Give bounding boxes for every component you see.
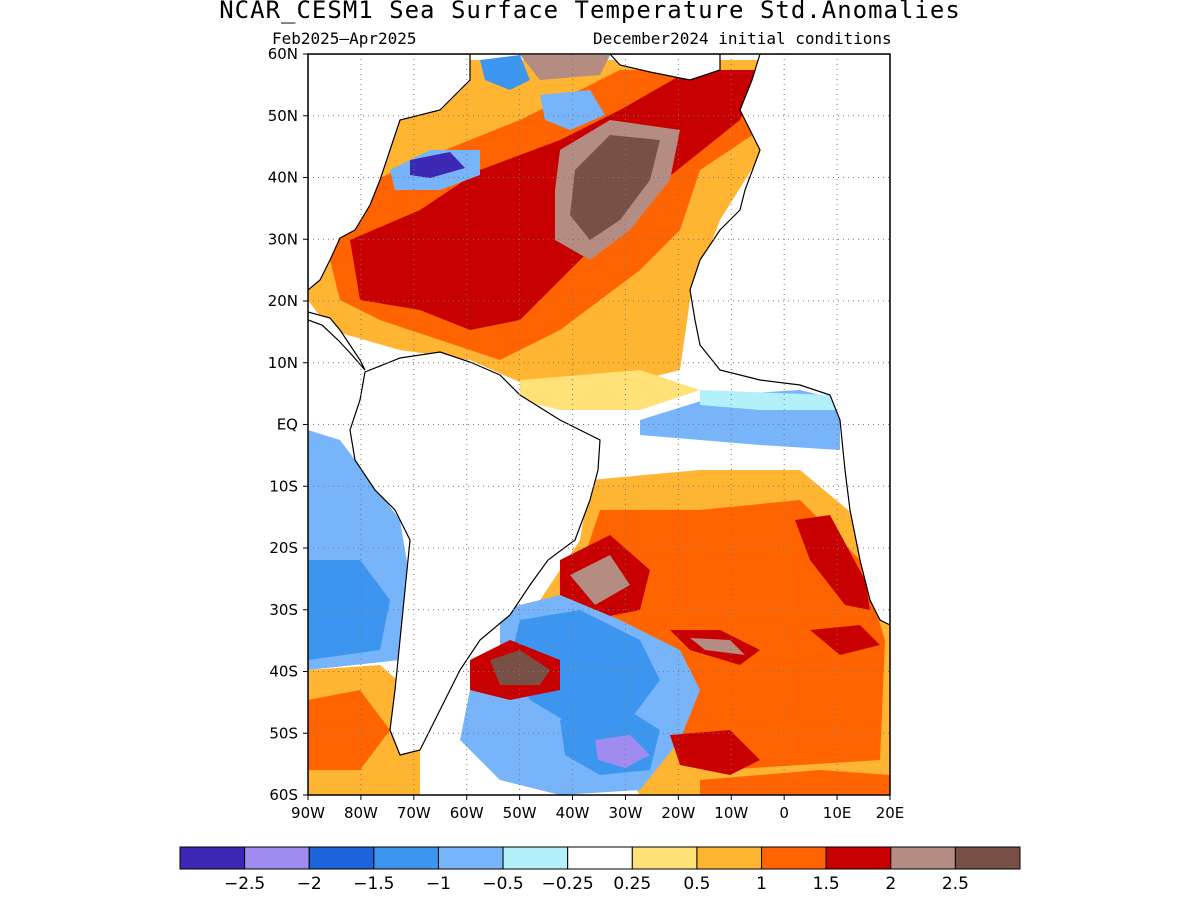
south-america-land bbox=[349, 351, 601, 756]
colorbar-swatch bbox=[696, 846, 763, 870]
lon-tick-label: 50W bbox=[503, 804, 537, 822]
colorbar-label: −2 bbox=[297, 874, 322, 894]
anomaly-region-southern-warm bbox=[670, 730, 760, 775]
colorbar-swatch bbox=[825, 846, 892, 870]
colorbar-swatch bbox=[373, 846, 439, 870]
anomaly-region-malvinas-extreme bbox=[490, 650, 550, 685]
lat-tick-label: EQ bbox=[277, 416, 298, 434]
anomaly-region-s-atlantic-band-core bbox=[690, 638, 745, 655]
central-america-land bbox=[308, 311, 366, 371]
lon-tick-label: 20W bbox=[661, 804, 695, 822]
lon-tick-label: 70W bbox=[397, 804, 431, 822]
lon-tick-label: 80W bbox=[344, 804, 378, 822]
lat-tick-label: 20N bbox=[268, 292, 298, 310]
colorbar-label: −2.5 bbox=[224, 874, 265, 894]
lat-tick-label: 60N bbox=[268, 45, 298, 63]
land-masses bbox=[308, 54, 890, 756]
europe-africa-land bbox=[689, 54, 890, 626]
anomaly-region-s-ocean-warm bbox=[810, 625, 880, 655]
anomaly-region-gulf-guinea bbox=[700, 390, 840, 410]
anomaly-region-drake-cold-core bbox=[595, 735, 650, 768]
anomaly-region-nw-cold-core bbox=[410, 152, 465, 178]
colorbar-label: −0.5 bbox=[482, 874, 523, 894]
lat-tick-label: 10S bbox=[269, 477, 298, 495]
lat-tick-label: 30N bbox=[268, 230, 298, 248]
lon-tick-label: 10E bbox=[823, 804, 852, 822]
lon-tick-label: 90W bbox=[291, 804, 325, 822]
greenland-land bbox=[609, 54, 721, 81]
latitude-axis: 60N 50N 40N 30N 20N 10N EQ 10S 20S 30S 40S 50S 60S bbox=[268, 45, 308, 804]
lat-tick-label: 60S bbox=[269, 786, 298, 804]
colorbar-label: 0.5 bbox=[683, 874, 710, 894]
anomaly-region-s-atlantic-extreme bbox=[570, 555, 630, 605]
colorbar-swatch bbox=[761, 846, 827, 870]
colorbar-swatch bbox=[890, 846, 956, 870]
map-title: NCAR_CESM1 Sea Surface Temperature Std.A… bbox=[219, 0, 961, 24]
colorbar-swatch bbox=[308, 846, 375, 870]
colorbar-swatch bbox=[244, 846, 310, 870]
colorbar-label: 0.25 bbox=[613, 874, 651, 894]
north-america-land bbox=[308, 54, 471, 291]
anomaly-region-southern-band bbox=[700, 770, 890, 795]
colorbar-label: −0.25 bbox=[542, 874, 594, 894]
lat-tick-label: 40N bbox=[268, 169, 298, 187]
anomaly-region-nordic-warm bbox=[520, 55, 610, 80]
map-grid bbox=[308, 54, 890, 795]
anomaly-region-se-pacific-warm-core bbox=[308, 690, 390, 770]
colorbar-label: −1 bbox=[426, 874, 451, 894]
colorbar-swatch bbox=[502, 846, 569, 870]
lat-tick-label: 50S bbox=[269, 724, 298, 742]
colorbar-swatch bbox=[567, 846, 633, 870]
lon-tick-label: 40W bbox=[556, 804, 590, 822]
colorbar-swatch bbox=[179, 846, 246, 870]
lat-tick-label: 50N bbox=[268, 107, 298, 125]
forecast-period: Feb2025–Apr2025 bbox=[272, 29, 417, 48]
colorbar: −2.5 −2 −1.5 −1 −0.5 −0.25 0.25 0.5 1 1.5 2 2.5 bbox=[179, 846, 1021, 894]
lat-tick-label: 30S bbox=[269, 601, 298, 619]
lon-tick-label: 0 bbox=[779, 804, 789, 822]
colorbar-swatch bbox=[631, 846, 698, 870]
colorbar-swatch bbox=[437, 846, 504, 870]
colorbar-label: 2 bbox=[885, 874, 896, 894]
colorbar-label: 1 bbox=[756, 874, 767, 894]
lon-tick-label: 10W bbox=[714, 804, 748, 822]
anomaly-region-labrador-cold bbox=[480, 55, 530, 90]
colorbar-label: 1.5 bbox=[813, 874, 840, 894]
anomaly-region-tropical-light bbox=[520, 370, 700, 410]
lon-tick-label: 60W bbox=[450, 804, 484, 822]
anomaly-region-benguela-warm bbox=[795, 515, 870, 610]
anomaly-region-n-atlantic-max bbox=[570, 135, 660, 240]
anomaly-region-argentine-cool-core bbox=[510, 610, 660, 730]
lat-tick-label: 40S bbox=[269, 663, 298, 681]
lon-tick-label: 20E bbox=[876, 804, 905, 822]
lat-tick-label: 10N bbox=[268, 354, 298, 372]
initial-conditions: December2024 initial conditions bbox=[593, 29, 892, 48]
colorbar-swatch bbox=[954, 846, 1021, 870]
colorbar-label: −1.5 bbox=[353, 874, 394, 894]
lat-tick-label: 20S bbox=[269, 539, 298, 557]
longitude-axis: 90W 80W 70W 60W 50W 40W 30W 20W 10W 0 10E 20E bbox=[291, 795, 904, 822]
lon-tick-label: 30W bbox=[608, 804, 642, 822]
colorbar-label: 2.5 bbox=[942, 874, 969, 894]
